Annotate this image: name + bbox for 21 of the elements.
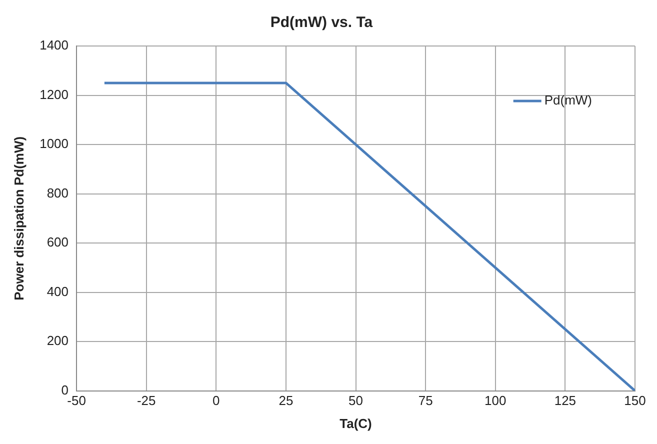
y-tick-label: 1200 <box>40 86 69 102</box>
y-tick-label: 0 <box>61 382 69 398</box>
y-axis-title: Power dissipation Pd(mW) <box>11 136 26 300</box>
y-tick-label: 600 <box>46 234 69 250</box>
x-tick-label: -50 <box>67 393 86 408</box>
legend-label: Pd(mW) <box>544 92 592 108</box>
y-tick-label: 1400 <box>40 38 69 53</box>
x-axis-title: Ta(C) <box>340 416 372 431</box>
chart-title: Pd(mW) vs. Ta <box>270 14 374 32</box>
x-tick-label: 150 <box>624 393 646 408</box>
y-tick-label: 400 <box>46 284 69 299</box>
x-tick-label: 100 <box>484 393 506 408</box>
x-tick-label: 50 <box>348 393 363 408</box>
x-tick-label: 0 <box>212 393 220 408</box>
y-tick-label: 200 <box>46 333 69 348</box>
x-tick-label: 75 <box>418 393 433 408</box>
y-tick-label: 800 <box>46 185 69 200</box>
x-tick-label: 125 <box>554 393 576 408</box>
x-tick-label: 25 <box>278 393 294 408</box>
x-tick-label: -25 <box>136 393 156 408</box>
y-tick-label: 1000 <box>40 136 69 152</box>
